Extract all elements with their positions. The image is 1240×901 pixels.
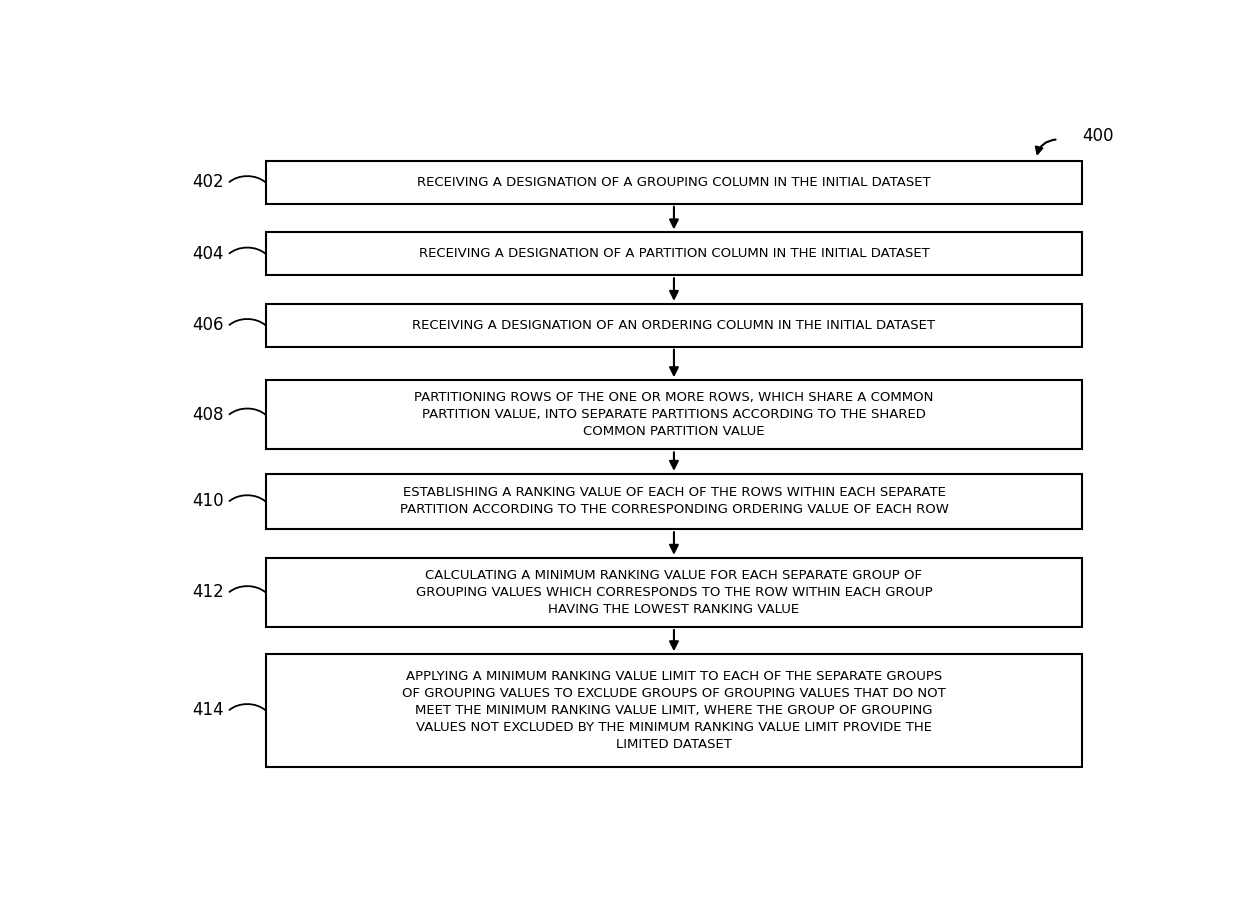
Text: 404: 404 — [192, 245, 223, 263]
Text: RECEIVING A DESIGNATION OF A PARTITION COLUMN IN THE INITIAL DATASET: RECEIVING A DESIGNATION OF A PARTITION C… — [419, 247, 929, 260]
Text: 410: 410 — [192, 493, 223, 511]
Text: 414: 414 — [192, 701, 223, 719]
Bar — [265, 304, 1083, 347]
Text: APPLYING A MINIMUM RANKING VALUE LIMIT TO EACH OF THE SEPARATE GROUPS
OF GROUPIN: APPLYING A MINIMUM RANKING VALUE LIMIT T… — [402, 669, 946, 751]
Text: PARTITIONING ROWS OF THE ONE OR MORE ROWS, WHICH SHARE A COMMON
PARTITION VALUE,: PARTITIONING ROWS OF THE ONE OR MORE ROW… — [414, 391, 934, 438]
Text: 406: 406 — [192, 316, 223, 334]
Bar — [265, 474, 1083, 529]
Text: RECEIVING A DESIGNATION OF A GROUPING COLUMN IN THE INITIAL DATASET: RECEIVING A DESIGNATION OF A GROUPING CO… — [417, 176, 931, 189]
Bar — [265, 654, 1083, 767]
Bar — [265, 558, 1083, 627]
Bar — [265, 161, 1083, 204]
Text: ESTABLISHING A RANKING VALUE OF EACH OF THE ROWS WITHIN EACH SEPARATE
PARTITION : ESTABLISHING A RANKING VALUE OF EACH OF … — [399, 487, 949, 516]
Text: 412: 412 — [192, 583, 223, 601]
Text: 402: 402 — [192, 173, 223, 191]
Bar — [265, 380, 1083, 450]
Text: RECEIVING A DESIGNATION OF AN ORDERING COLUMN IN THE INITIAL DATASET: RECEIVING A DESIGNATION OF AN ORDERING C… — [413, 319, 935, 332]
Text: 400: 400 — [1083, 127, 1114, 145]
Bar — [265, 232, 1083, 276]
Text: 408: 408 — [192, 405, 223, 423]
Text: CALCULATING A MINIMUM RANKING VALUE FOR EACH SEPARATE GROUP OF
GROUPING VALUES W: CALCULATING A MINIMUM RANKING VALUE FOR … — [415, 569, 932, 616]
